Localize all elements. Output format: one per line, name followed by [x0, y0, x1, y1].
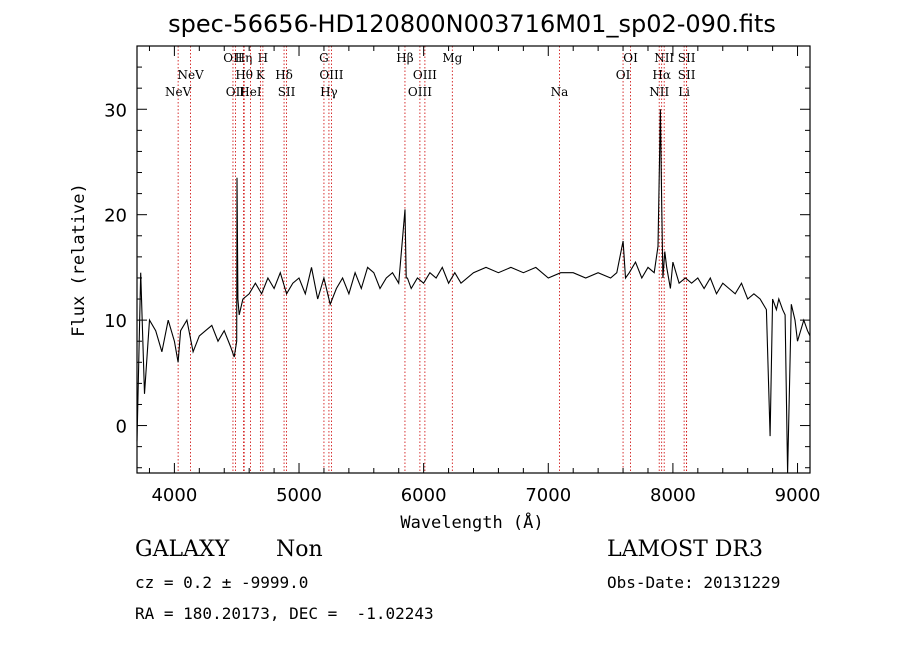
axis-ticks: 4000 5000 6000 7000 8000 9000 0 10 20 30 [104, 45, 821, 506]
object-class: GALAXY [135, 537, 230, 562]
line-label-22: Hα [652, 68, 671, 82]
line-label-4: Hη [235, 51, 253, 65]
y-tick-label-2: 20 [104, 206, 127, 227]
line-label-26: Li [678, 85, 690, 99]
line-label-5: Hθ [235, 68, 253, 82]
line-label-13: Hγ [320, 85, 338, 99]
line-label-16: OIII [408, 85, 432, 99]
line-label-21: NII [654, 51, 674, 65]
line-label-10: SII [278, 85, 296, 99]
line-label-0: NeV [165, 85, 192, 99]
line-label-7: H [258, 51, 268, 65]
line-label-15: OIII [413, 68, 437, 82]
chart-title: spec-56656-HD120800N003716M01_sp02-090.f… [168, 10, 776, 38]
line-label-17: Mg [442, 51, 462, 65]
survey-name: LAMOST DR3 [607, 537, 763, 562]
x-tick-label-5: 9000 [775, 485, 821, 506]
x-tick-label-4: 8000 [650, 485, 696, 506]
y-tick-label-1: 10 [104, 311, 127, 332]
x-tick-label-1: 5000 [276, 485, 322, 506]
y-tick-label-0: 0 [116, 417, 127, 438]
line-label-23: NII [649, 85, 669, 99]
object-subclass: Non [276, 537, 323, 562]
redshift-readout: cz = 0.2 ± -9999.0 [135, 573, 309, 592]
line-label-9: Hδ [275, 68, 293, 82]
line-label-14: Hβ [396, 51, 413, 65]
line-label-1: NeV [177, 68, 204, 82]
line-label-25: SII [678, 68, 696, 82]
spectrum-series-line [136, 109, 811, 474]
x-tick-label-2: 6000 [401, 485, 447, 506]
line-label-18: Na [551, 85, 569, 99]
coordinates-readout: RA = 180.20173, DEC = -1.02243 [135, 604, 434, 623]
y-axis-label: Flux (relative) [69, 183, 89, 337]
line-label-20: OI [616, 68, 631, 82]
line-label-3: OII [226, 85, 246, 99]
line-label-11: G [319, 51, 329, 65]
line-label-2: OII [223, 51, 243, 65]
line-label-8: K [256, 68, 266, 82]
line-label-19: OI [623, 51, 638, 65]
line-label-12: OIII [319, 68, 343, 82]
y-tick-label-3: 30 [104, 100, 127, 121]
x-axis-label: Wavelength (Å) [400, 511, 543, 533]
x-tick-label-0: 4000 [151, 485, 197, 506]
x-tick-label-3: 7000 [525, 485, 571, 506]
line-label-6: HeI [239, 85, 262, 99]
observation-date: Obs-Date: 20131229 [607, 573, 781, 592]
